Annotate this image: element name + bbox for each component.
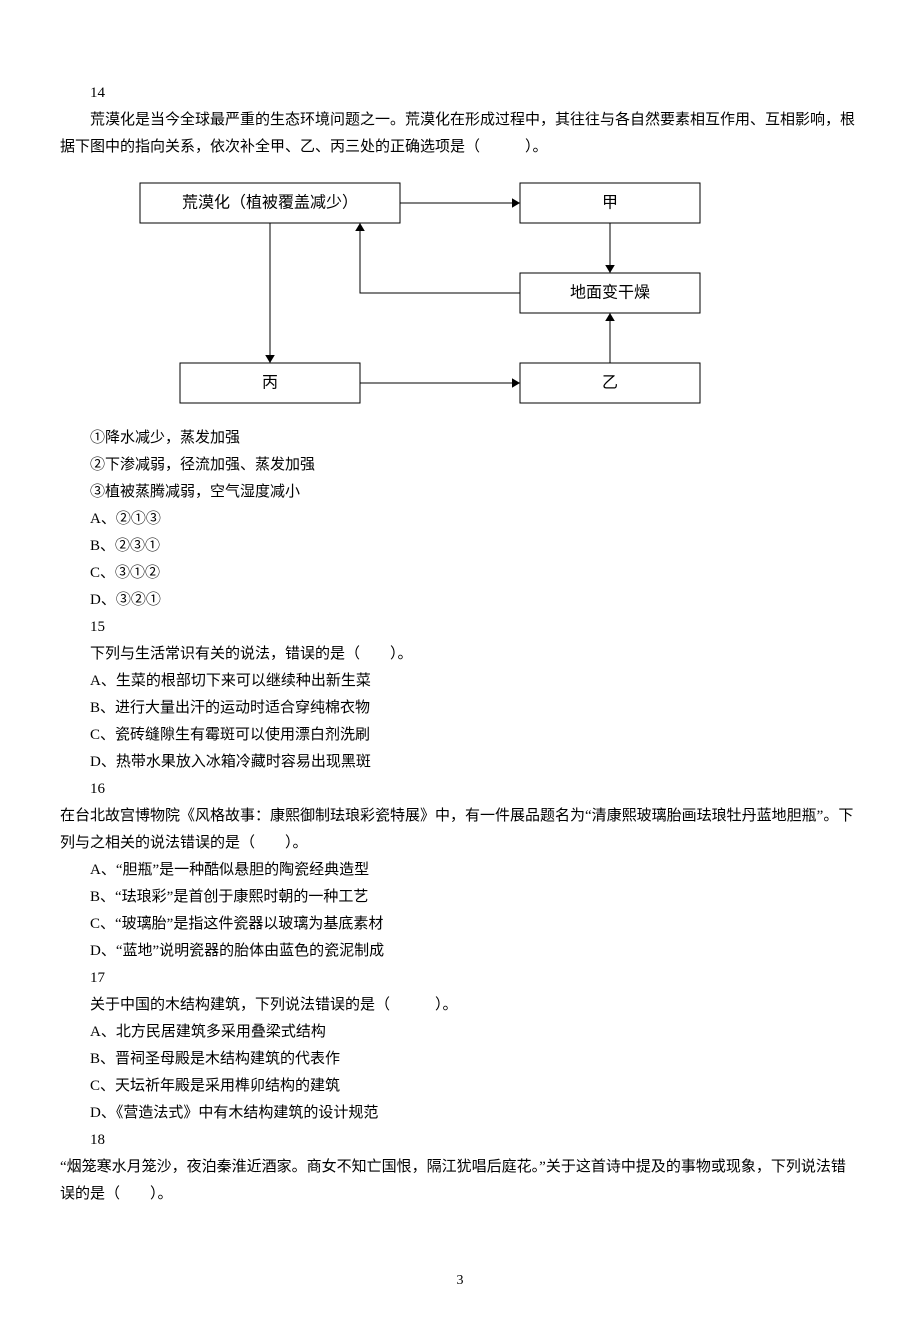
q16-choice-c: C、“玻璃胎”是指这件瓷器以玻璃为基底素材 [60,911,860,938]
q16-stem: 在台北故宫博物院《风格故事：康熙御制珐琅彩瓷特展》中，有一件展品题名为“清康熙玻… [60,803,860,857]
svg-text:丙: 丙 [262,375,278,392]
q14-choice-c: C、③①② [60,560,860,587]
svg-text:荒漠化（植被覆盖减少）: 荒漠化（植被覆盖减少） [182,194,358,212]
svg-text:地面变干燥: 地面变干燥 [570,284,650,302]
svg-text:乙: 乙 [602,375,618,392]
q14-number: 14 [60,80,860,107]
q16-stem-text: 在台北故宫博物院《风格故事：康熙御制珐琅彩瓷特展》中，有一件展品题名为“清康熙玻… [60,808,853,851]
q14-stem: 荒漠化是当今全球最严重的生态环境问题之一。荒漠化在形成过程中，其往往与各自然要素… [60,107,860,161]
q17-choice-c: C、天坛祈年殿是采用榫卯结构的建筑 [60,1073,860,1100]
q14-choice-a: A、②①③ [60,506,860,533]
q15-choice-c: C、瓷砖缝隙生有霉斑可以使用漂白剂洗刷 [60,722,860,749]
q14-opt2: ②下渗减弱，径流加强、蒸发加强 [60,452,860,479]
q16-choice-a: A、“胆瓶”是一种酷似悬胆的陶瓷经典造型 [60,857,860,884]
q18-number: 18 [60,1127,860,1154]
q16-choice-d: D、“蓝地”说明瓷器的胎体由蓝色的瓷泥制成 [60,938,860,965]
q16-number: 16 [60,776,860,803]
q15-number: 15 [60,614,860,641]
q16-choice-b: B、“珐琅彩”是首创于康熙时朝的一种工艺 [60,884,860,911]
q17-choice-a: A、北方民居建筑多采用叠梁式结构 [60,1019,860,1046]
q14-diagram: 荒漠化（植被覆盖减少） 甲地面变干燥丙 乙 [120,173,860,413]
q14-opt1: ①降水减少，蒸发加强 [60,425,860,452]
q18-stem: “烟笼寒水月笼沙，夜泊秦淮近酒家。商女不知亡国恨，隔江犹唱后庭花。”关于这首诗中… [60,1154,860,1208]
q15-choice-b: B、进行大量出汗的运动时适合穿纯棉衣物 [60,695,860,722]
q15-choice-d: D、热带水果放入冰箱冷藏时容易出现黑斑 [60,749,860,776]
svg-text:甲: 甲 [602,195,618,212]
q14-choice-b: B、②③① [60,533,860,560]
q14-opt3: ③植被蒸腾减弱，空气湿度减小 [60,479,860,506]
q15-stem: 下列与生活常识有关的说法，错误的是（ ）。 [60,641,860,668]
q17-choice-b: B、晋祠圣母殿是木结构建筑的代表作 [60,1046,860,1073]
q14-choice-d: D、③②① [60,587,860,614]
q18-stem-text: “烟笼寒水月笼沙，夜泊秦淮近酒家。商女不知亡国恨，隔江犹唱后庭花。”关于这首诗中… [60,1159,846,1202]
q17-choice-d: D、《营造法式》中有木结构建筑的设计规范 [60,1100,860,1127]
q17-stem: 关于中国的木结构建筑，下列说法错误的是（ ）。 [60,992,860,1019]
q15-choice-a: A、生菜的根部切下来可以继续种出新生菜 [60,668,860,695]
q17-number: 17 [60,965,860,992]
page-number: 3 [60,1268,860,1293]
